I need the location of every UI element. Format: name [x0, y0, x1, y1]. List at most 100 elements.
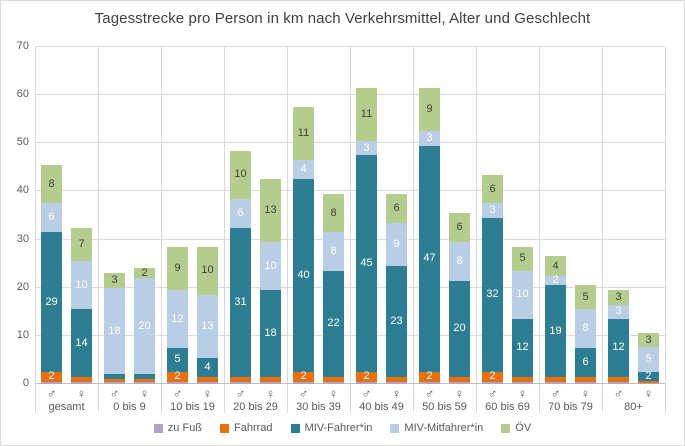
segment-value-label: 3	[615, 305, 622, 318]
bar-group: 19 2 4 6 8 5	[539, 47, 602, 384]
category-separator-line	[287, 47, 288, 413]
bar-segment-v: 6	[449, 213, 470, 242]
bar-segment-zu-fu	[260, 381, 281, 384]
bar-segment-zu-fu	[293, 381, 314, 384]
segment-value-label: 10	[201, 264, 214, 277]
bar-segment-miv-mitfahrer-in: 5	[638, 347, 659, 372]
segment-value-label: 19	[549, 324, 562, 337]
category-separator-line	[539, 47, 540, 413]
bar-segment-zu-fu	[386, 381, 407, 384]
bar-segment-zu-fu	[134, 381, 155, 384]
legend-item: MIV-Fahrer*in	[290, 422, 372, 434]
bar-segment-miv-fahrer-in	[104, 374, 125, 380]
sex-label-cell: ♂ ♀	[224, 387, 287, 400]
bar-segment-miv-mitfahrer-in: 8	[323, 232, 344, 271]
segment-value-label: 3	[645, 333, 652, 346]
segment-value-label: 8	[330, 206, 337, 219]
sex-label-cell: ♂ ♀	[602, 387, 665, 400]
category-separator-line	[476, 47, 477, 413]
bar-segment-miv-mitfahrer-in: 18	[104, 287, 125, 375]
segment-value-label: 2	[300, 370, 307, 383]
bar-group: 2 47 3 9 20 8 6	[413, 47, 476, 384]
bar-segment-miv-mitfahrer-in: 12	[167, 290, 188, 348]
legend: zu Fuß Fahrrad MIV-Fahrer*in MIV-Mitfahrer*…	[1, 422, 684, 434]
bar-segment-fahrrad	[260, 376, 281, 382]
bar-segment-miv-fahrer-in: 40	[293, 179, 314, 372]
segment-value-label: 6	[582, 355, 589, 368]
segment-value-label: 13	[201, 319, 214, 332]
segment-value-label: 13	[264, 204, 277, 217]
stacked-bar: 22 8 8	[323, 193, 344, 384]
plot-area: 2 29 6 8 14 10 7 18 3 20 2 2 5 12 9 4 13 10 31 6 10 18 10 13 2 40…	[35, 46, 666, 413]
legend-label: MIV-Mitfahrer*in	[404, 422, 484, 434]
chart-title: Tagesstrecke pro Person in km nach Verke…	[94, 10, 591, 27]
bar-segment-v: 11	[356, 87, 377, 141]
age-group-label: 40 bis 49	[359, 401, 404, 413]
legend-item: ÖV	[501, 422, 531, 434]
bar-segment-zu-fu	[41, 381, 62, 384]
bar-segment-miv-mitfahrer-in: 9	[386, 222, 407, 267]
gridline	[35, 94, 665, 96]
segment-value-label: 2	[552, 274, 559, 286]
sex-label-cell: ♂ ♀	[161, 387, 224, 400]
bar-segment-v: 2	[134, 267, 155, 278]
segment-value-label: 8	[48, 177, 55, 190]
segment-value-label: 6	[456, 221, 463, 234]
segment-value-label: 14	[75, 336, 88, 349]
sex-label-cell: ♂ ♀	[350, 387, 413, 400]
legend-color-marker	[220, 423, 230, 433]
age-group-label: 30 bis 39	[296, 401, 341, 413]
segment-value-label: 40	[297, 269, 310, 282]
bar-segment-zu-fu	[323, 381, 344, 384]
segment-value-label: 20	[138, 319, 151, 332]
y-axis-tick-label: 30	[16, 232, 29, 245]
category-separator-line	[665, 47, 666, 413]
bar-segment-zu-fu	[356, 381, 377, 384]
stacked-bar: 23 9 6	[386, 193, 407, 384]
bar-segment-zu-fu	[449, 381, 470, 384]
stacked-bar: 18 10 13	[260, 179, 281, 384]
segment-value-label: 12	[171, 312, 184, 325]
segment-value-label: 5	[582, 290, 589, 303]
segment-value-label: 2	[174, 370, 181, 383]
female-symbol-label: ♀	[76, 386, 87, 401]
sex-label-cell: ♂ ♀	[98, 387, 161, 400]
bar-segment-v: 13	[260, 179, 281, 242]
legend-item: zu Fuß	[153, 422, 202, 434]
male-symbol-label: ♂	[172, 386, 183, 401]
segment-value-label: 10	[516, 288, 529, 301]
bar-segment-fahrrad: 2	[356, 370, 377, 383]
category-separator-line	[350, 47, 351, 413]
bar-segment-fahrrad	[638, 381, 659, 383]
sex-label-cell: ♂ ♀	[476, 387, 539, 400]
stacked-bar: 20 2	[134, 267, 155, 384]
bar-segment-miv-fahrer-in: 22	[323, 270, 344, 377]
bar-segment-zu-fu	[419, 381, 440, 384]
segment-value-label: 2	[489, 370, 496, 383]
segment-value-label: 3	[363, 141, 370, 154]
gridline	[35, 190, 665, 192]
bar-segment-v: 3	[638, 333, 659, 348]
bar-segment-fahrrad	[512, 376, 533, 382]
segment-value-label: 4	[300, 163, 307, 176]
segment-value-label: 8	[456, 254, 463, 267]
bar-segment-miv-mitfahrer-in: 10	[71, 261, 92, 310]
bar-segment-miv-mitfahrer-in: 8	[449, 242, 470, 281]
bar-segment-fahrrad	[230, 376, 251, 382]
male-symbol-label: ♂	[487, 386, 498, 401]
stacked-bar: 2 45 3 11	[356, 87, 377, 384]
segment-value-label: 12	[612, 341, 625, 354]
segment-value-label: 2	[363, 370, 370, 383]
sex-label-cell: ♂ ♀	[35, 387, 98, 400]
sex-label-cell: ♂ ♀	[539, 387, 602, 400]
female-symbol-label: ♀	[454, 386, 465, 401]
male-symbol-label: ♂	[235, 386, 246, 401]
bar-segment-v: 9	[167, 246, 188, 291]
segment-value-label: 7	[78, 237, 85, 250]
bar-segment-miv-mitfahrer-in: 2	[545, 274, 566, 286]
category-separator-line	[413, 47, 414, 413]
bar-segment-miv-fahrer-in: 23	[386, 266, 407, 377]
bar-segment-fahrrad: 2	[482, 370, 503, 383]
female-symbol-label: ♀	[517, 386, 528, 401]
